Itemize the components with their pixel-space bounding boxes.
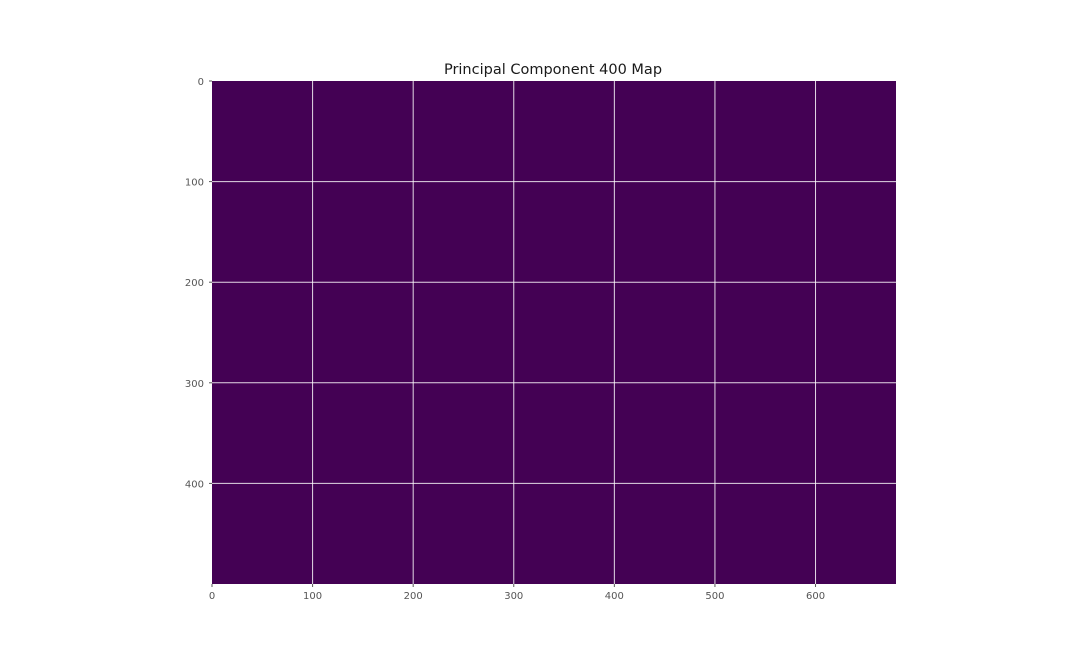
x-tick-label: 600	[806, 591, 825, 602]
plot-area	[212, 81, 896, 584]
x-tick-label: 200	[404, 591, 423, 602]
y-tick-label: 300	[185, 379, 204, 390]
y-tick-label: 400	[185, 479, 204, 490]
x-tick-label: 0	[209, 591, 215, 602]
x-tick-label: 100	[303, 591, 322, 602]
chart-title: Principal Component 400 Map	[444, 62, 662, 78]
x-axis: 0 100 200 300 400 500 600	[209, 584, 825, 602]
x-tick-label: 300	[504, 591, 523, 602]
x-tick-label: 500	[705, 591, 724, 602]
x-tick-label: 400	[605, 591, 624, 602]
y-tick-label: 0	[198, 77, 204, 88]
y-tick-label: 200	[185, 278, 204, 289]
y-tick-label: 100	[185, 178, 204, 189]
heatmap-cell	[212, 81, 896, 584]
y-axis: 0 100 200 300 400	[185, 77, 212, 490]
